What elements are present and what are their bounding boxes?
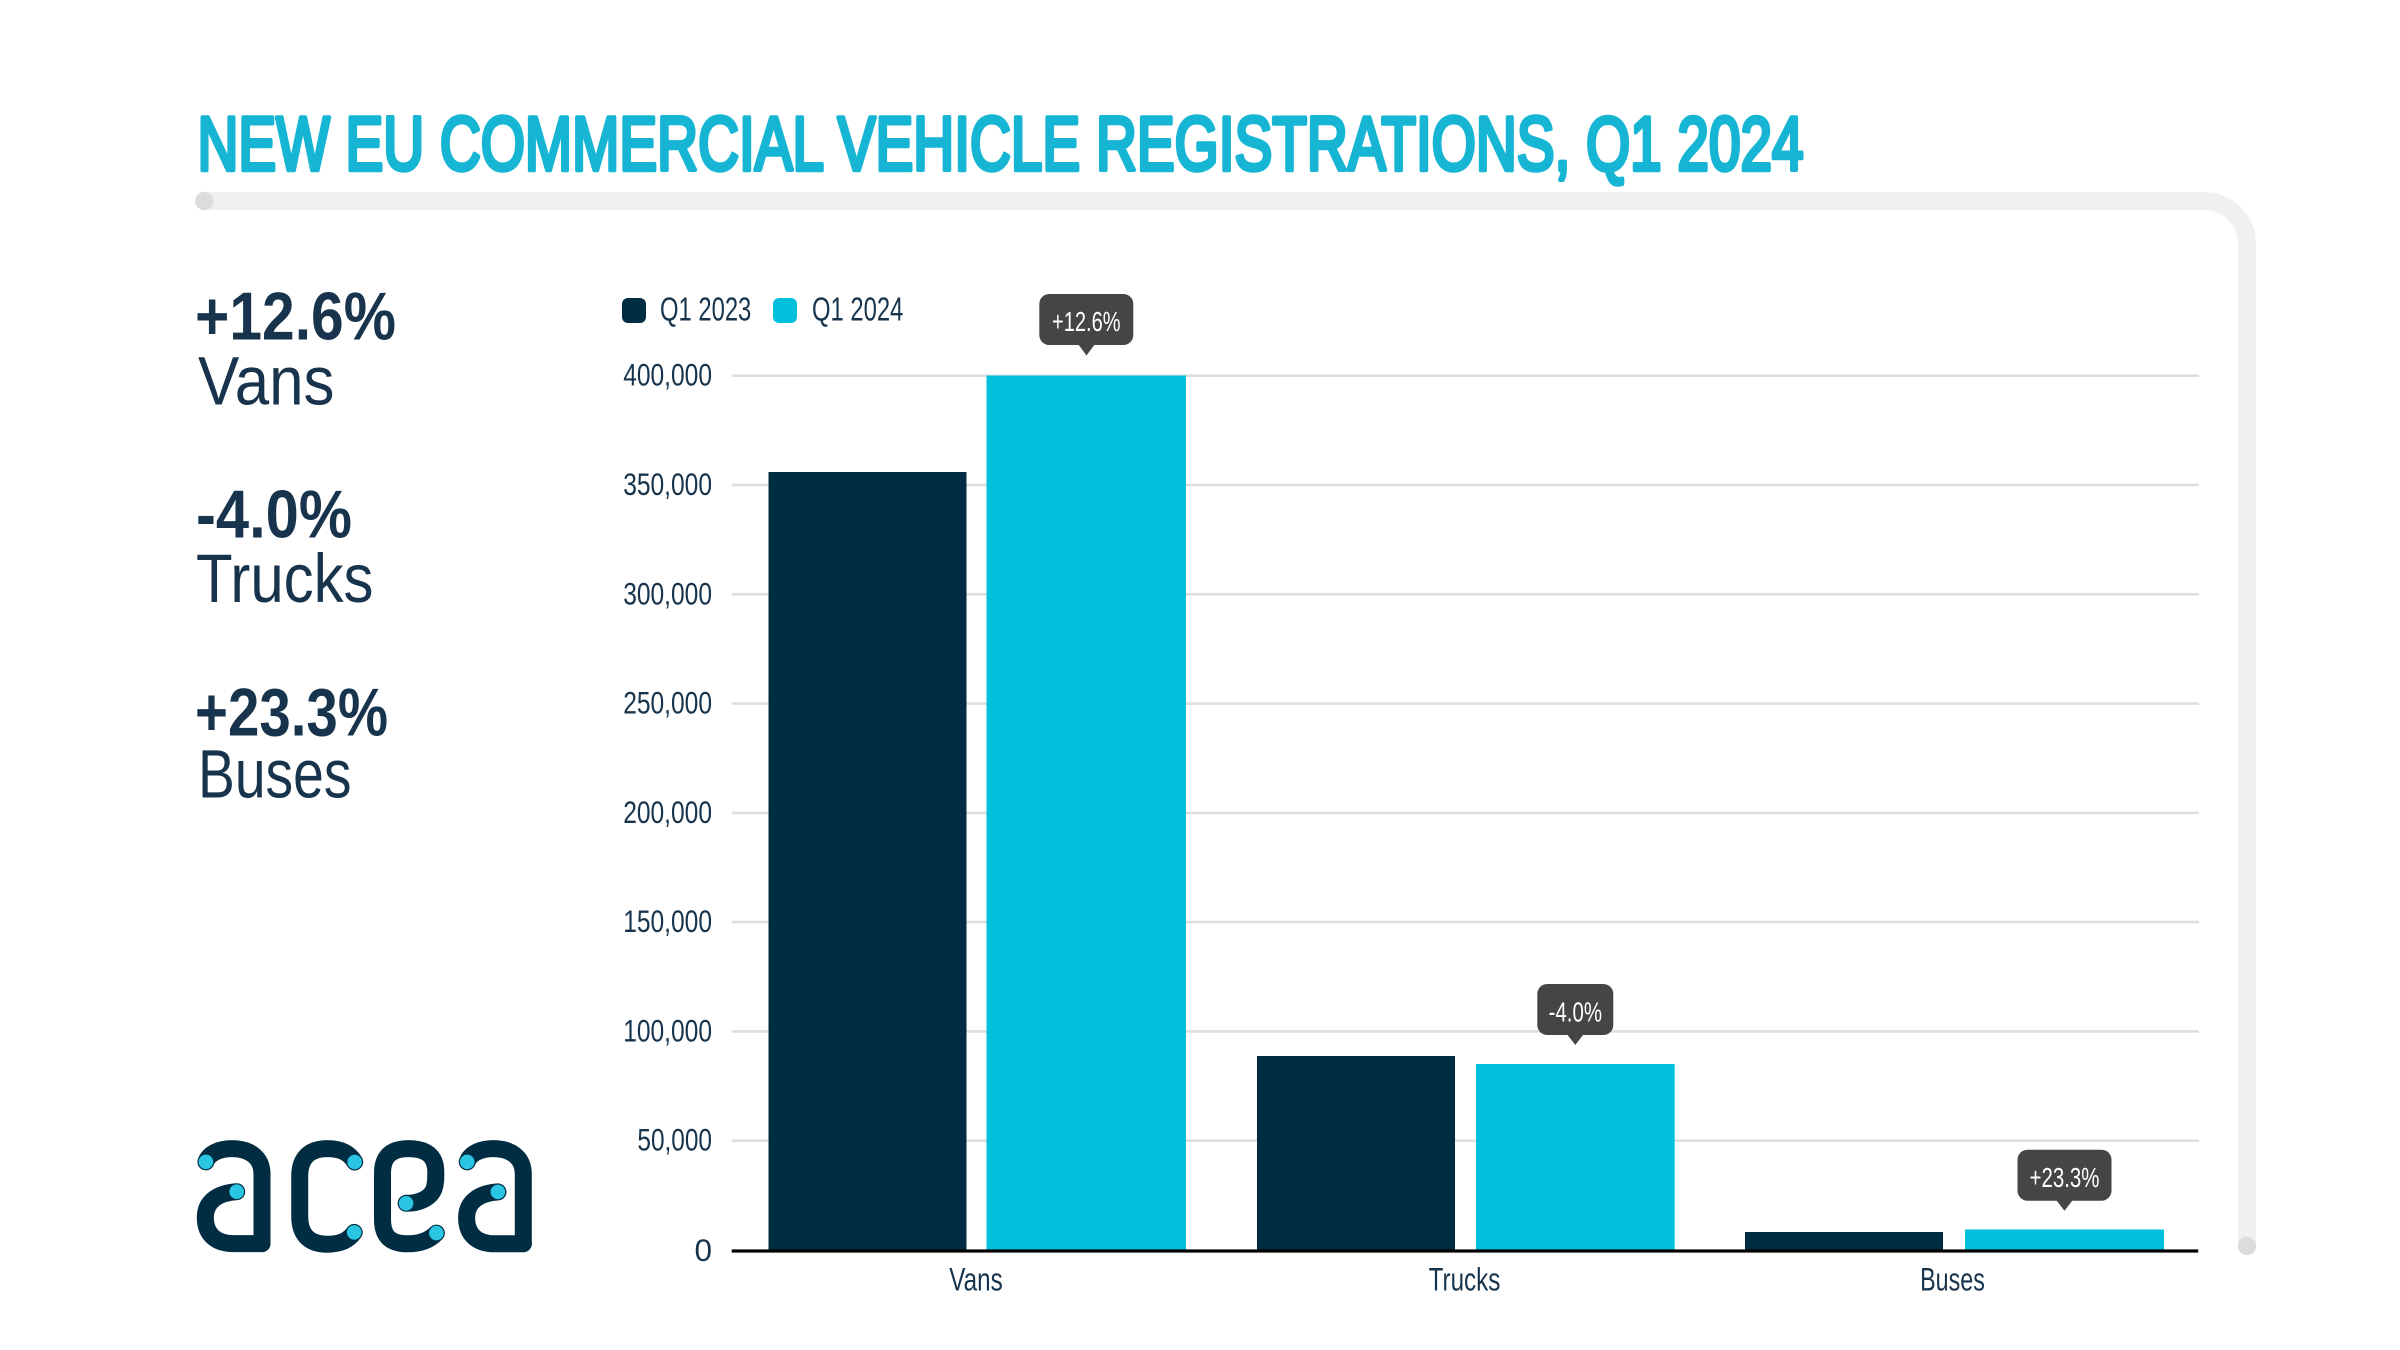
svg-text:250,000: 250,000 (623, 685, 712, 721)
svg-text:0: 0 (694, 1232, 712, 1268)
svg-text:-4.0%: -4.0% (196, 478, 352, 553)
svg-text:Q1 2024: Q1 2024 (812, 291, 903, 328)
svg-text:400,000: 400,000 (623, 357, 712, 393)
svg-text:300,000: 300,000 (623, 575, 712, 611)
svg-text:Buses: Buses (198, 736, 352, 813)
svg-text:+23.3%: +23.3% (195, 676, 388, 751)
svg-text:Trucks: Trucks (196, 540, 374, 617)
svg-text:50,000: 50,000 (637, 1122, 712, 1158)
svg-text:+12.6%: +12.6% (1052, 306, 1121, 337)
svg-text:150,000: 150,000 (623, 903, 712, 939)
svg-text:-4.0%: -4.0% (1549, 996, 1602, 1027)
svg-text:+12.6%: +12.6% (195, 280, 396, 355)
svg-text:+23.3%: +23.3% (2030, 1162, 2100, 1193)
svg-text:100,000: 100,000 (623, 1012, 712, 1048)
svg-text:Buses: Buses (1920, 1261, 1985, 1297)
svg-text:Vans: Vans (949, 1261, 1002, 1297)
svg-text:200,000: 200,000 (623, 794, 712, 830)
svg-text:NEW EU COMMERCIAL VEHICLE REGI: NEW EU COMMERCIAL VEHICLE REGISTRATIONS,… (198, 102, 1804, 187)
svg-text:Vans: Vans (198, 342, 335, 419)
svg-text:Trucks: Trucks (1429, 1261, 1501, 1297)
svg-text:Q1 2023: Q1 2023 (660, 291, 751, 328)
svg-text:350,000: 350,000 (623, 466, 712, 502)
